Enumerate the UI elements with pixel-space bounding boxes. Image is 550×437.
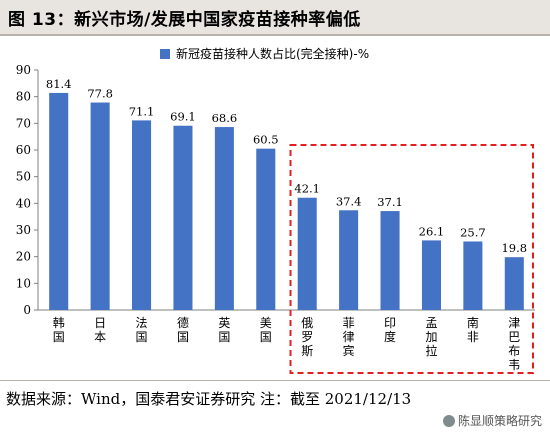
x-tick-label: 美国 bbox=[260, 316, 272, 344]
bar-9 bbox=[380, 211, 400, 310]
x-tick-label: 法国 bbox=[136, 316, 148, 344]
data-label: 37.1 bbox=[377, 195, 403, 209]
y-tick-label: 60 bbox=[16, 143, 31, 157]
y-tick-label: 0 bbox=[23, 303, 31, 317]
legend-swatch bbox=[160, 49, 170, 59]
bar-7 bbox=[297, 197, 317, 310]
data-label: 26.1 bbox=[419, 224, 445, 238]
highlight-box bbox=[289, 144, 534, 374]
x-tick-label: 韩国 bbox=[53, 315, 65, 344]
data-label: 81.4 bbox=[46, 77, 72, 91]
x-tick-label: 菲律宾 bbox=[343, 316, 355, 358]
y-tick-label: 80 bbox=[16, 90, 31, 104]
x-tick-label: 德国 bbox=[177, 315, 189, 344]
x-tick-label: 俄罗斯 bbox=[301, 316, 313, 358]
wechat-icon bbox=[442, 415, 455, 427]
bar-2 bbox=[90, 102, 110, 311]
source-note: 数据来源：Wind，国泰君安证券研究 注：截至 2021/12/13 bbox=[6, 390, 412, 408]
legend-label: 新冠疫苗接种人数占比(完全接种)-% bbox=[176, 46, 369, 61]
x-tick-label: 印度 bbox=[384, 316, 396, 344]
y-tick-label: 70 bbox=[16, 116, 31, 130]
data-label: 42.1 bbox=[294, 182, 320, 196]
y-tick-label: 90 bbox=[16, 63, 31, 77]
x-tick-label: 孟加拉 bbox=[425, 316, 437, 358]
x-tick-label: 英国 bbox=[218, 316, 230, 344]
y-tick-label: 30 bbox=[16, 223, 31, 237]
bar-4 bbox=[173, 125, 193, 310]
bar-11 bbox=[463, 241, 483, 310]
data-label: 37.4 bbox=[336, 194, 362, 208]
bar-12 bbox=[504, 257, 524, 310]
data-label: 19.8 bbox=[501, 241, 527, 255]
watermark: 陈显顺策略研究 bbox=[440, 412, 544, 429]
y-tick-label: 40 bbox=[16, 196, 31, 210]
bar-3 bbox=[132, 120, 152, 311]
figure-title: 图 13：新兴市场/发展中国家疫苗接种率偏低 bbox=[8, 10, 361, 30]
bar-1 bbox=[49, 92, 69, 310]
watermark-text: 陈显顺策略研究 bbox=[457, 414, 542, 428]
bar-10 bbox=[421, 240, 441, 310]
x-tick-label: 日本 bbox=[94, 316, 106, 344]
data-label: 25.7 bbox=[460, 225, 486, 239]
data-label: 69.1 bbox=[170, 110, 196, 124]
data-label: 77.8 bbox=[87, 87, 113, 101]
data-label: 60.5 bbox=[253, 133, 279, 147]
bar-chart: 0 10 20 30 40 50 60 70 80 90 新冠疫苗接种人数占比(完全接种)-% 81.… bbox=[16, 46, 535, 374]
bar-8 bbox=[339, 210, 359, 310]
y-tick-label: 50 bbox=[16, 170, 31, 184]
y-tick-label: 10 bbox=[16, 276, 31, 290]
x-tick-label: 津巴布韦 bbox=[508, 316, 520, 372]
y-tick-label: 20 bbox=[16, 250, 31, 264]
data-label: 68.6 bbox=[212, 111, 238, 125]
figure-title-bar: 图 13：新兴市场/发展中国家疫苗接种率偏低 bbox=[0, 0, 550, 36]
footer-divider bbox=[0, 380, 550, 381]
bar-6 bbox=[256, 148, 276, 310]
bar-5 bbox=[214, 127, 234, 310]
x-tick-label: 南非 bbox=[467, 315, 479, 344]
data-label: 71.1 bbox=[129, 104, 155, 118]
